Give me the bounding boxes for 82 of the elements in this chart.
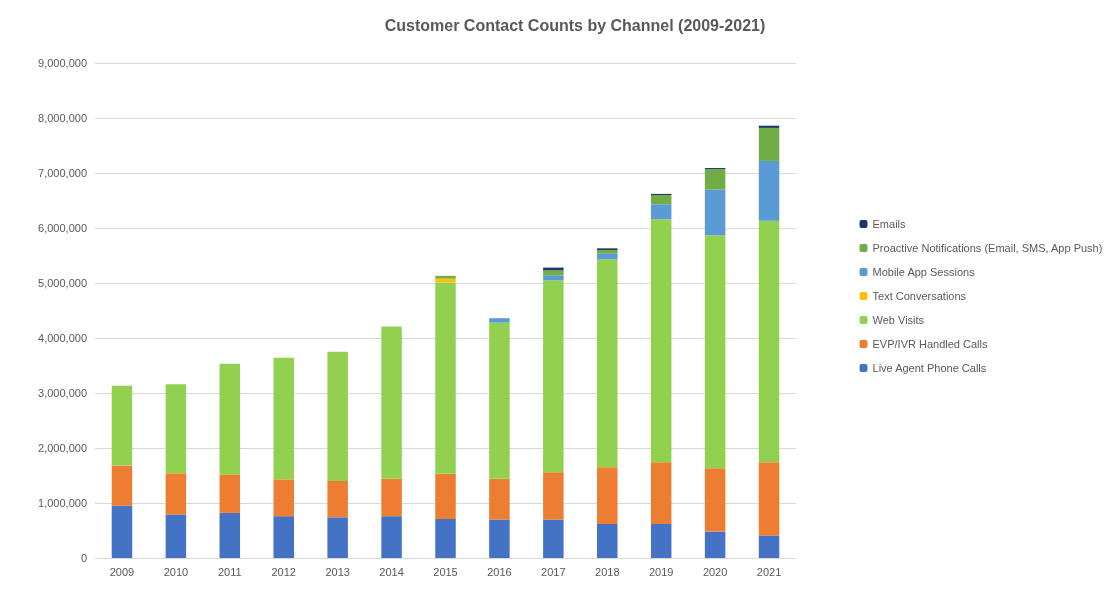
bar	[219, 512, 241, 558]
x-tick-label: 2020	[702, 565, 728, 578]
legend-label: EVP/IVR Handled Calls	[872, 338, 988, 350]
legend-label: Live Agent Phone Calls	[872, 362, 987, 374]
bar	[165, 384, 187, 474]
bar	[219, 363, 241, 475]
bar	[704, 468, 726, 532]
bar	[381, 326, 402, 479]
y-tick-label: 0	[80, 552, 87, 564]
y-tick-label: 4,000,000	[38, 332, 87, 344]
bar	[704, 531, 726, 558]
bar	[758, 220, 780, 463]
x-tick-label: 2010	[163, 565, 189, 578]
legend-label: Mobile App Sessions	[872, 266, 976, 278]
bar	[165, 473, 187, 515]
bar	[273, 357, 294, 480]
bar	[111, 465, 133, 506]
chart-title: Customer Contact Counts by Channel (2009-2021)	[384, 16, 766, 34]
bar	[435, 282, 456, 474]
bar	[758, 462, 780, 536]
bar	[435, 473, 456, 519]
bar	[597, 253, 618, 260]
bar	[273, 479, 294, 517]
x-tick-label: 2011	[217, 565, 242, 578]
y-tick-label: 1,000,000	[38, 497, 87, 509]
bar	[597, 250, 618, 254]
bar	[273, 516, 294, 558]
bar	[597, 523, 618, 558]
y-tick-label: 2,000,000	[38, 442, 87, 454]
legend-label: Proactive Notifications (Email, SMS, App Push)	[872, 242, 1103, 254]
bar	[165, 514, 187, 558]
bar	[489, 322, 510, 479]
bar	[111, 505, 133, 558]
bar	[597, 259, 618, 468]
legend-label: Emails	[872, 218, 907, 230]
bar	[650, 219, 672, 463]
bar	[327, 517, 348, 558]
bar	[650, 204, 672, 220]
x-tick-label: 2013	[325, 565, 350, 578]
y-tick-label: 3,000,000	[38, 387, 87, 399]
x-tick-label: 2009	[109, 565, 135, 578]
bar	[597, 467, 618, 524]
y-tick-label: 5,000,000	[38, 277, 87, 289]
bar	[543, 280, 564, 473]
x-tick-label: 2019	[648, 565, 674, 578]
bar	[435, 518, 456, 558]
bar	[543, 275, 564, 281]
bar	[704, 169, 726, 190]
bar	[543, 519, 564, 558]
bar	[650, 195, 672, 205]
bar	[327, 481, 348, 518]
y-tick-label: 9,000,000	[38, 57, 87, 69]
bar	[758, 127, 780, 161]
bar	[489, 318, 510, 323]
bar	[704, 235, 726, 469]
bar	[704, 189, 726, 236]
y-tick-label: 7,000,000	[38, 167, 87, 179]
bar	[219, 474, 241, 513]
bar	[435, 275, 456, 279]
bar	[489, 519, 510, 558]
legend-label: Web Visits	[872, 314, 925, 326]
bar	[489, 478, 510, 520]
bar	[381, 516, 402, 558]
x-tick-label: 2017	[541, 565, 566, 578]
bar	[650, 462, 672, 524]
x-tick-label: 2012	[271, 565, 296, 578]
bar	[758, 535, 780, 558]
x-tick-label: 2018	[595, 565, 620, 578]
x-tick-label: 2015	[433, 565, 458, 578]
bar	[650, 523, 672, 558]
bar	[111, 385, 133, 466]
y-tick-label: 6,000,000	[38, 222, 87, 234]
bar	[543, 472, 564, 520]
y-tick-label: 8,000,000	[38, 112, 87, 124]
x-tick-label: 2021	[756, 565, 782, 578]
bar	[327, 351, 348, 481]
x-tick-label: 2016	[487, 565, 512, 578]
legend-label: Text Conversations	[872, 290, 967, 302]
bar	[758, 160, 780, 221]
bar	[543, 270, 564, 276]
bar	[381, 478, 402, 517]
x-tick-label: 2014	[379, 565, 404, 578]
